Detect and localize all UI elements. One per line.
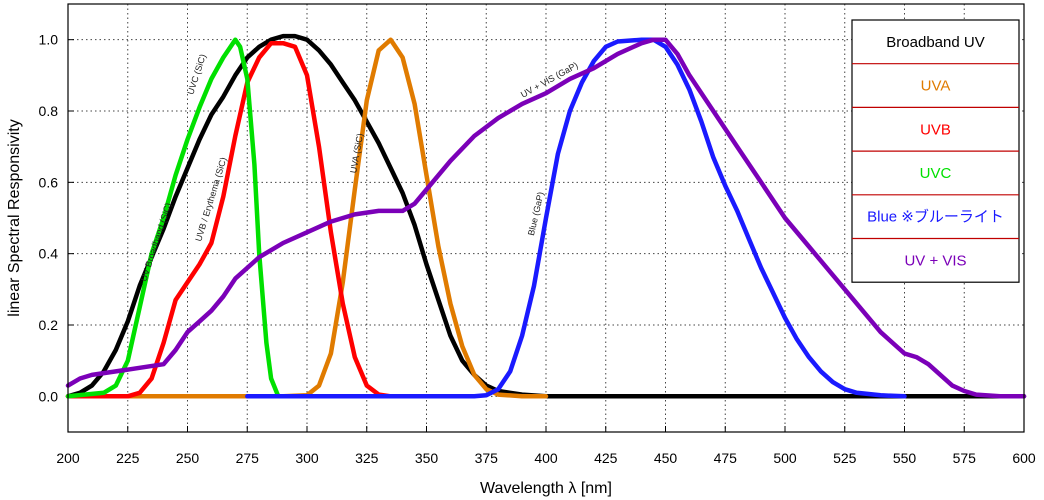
- legend-entry: Broadband UV: [886, 34, 984, 51]
- y-tick-label: 1.0: [39, 32, 59, 48]
- y-tick-label: 0.0: [39, 388, 59, 404]
- x-tick-label: 425: [594, 450, 618, 466]
- series-line-2: [65, 40, 405, 399]
- x-tick-label: 225: [116, 450, 140, 466]
- x-tick-label: 550: [893, 450, 917, 466]
- x-tick-label: 250: [176, 450, 200, 466]
- x-tick-label: 400: [534, 450, 558, 466]
- x-tick-label: 300: [295, 450, 319, 466]
- x-axis-title: Wavelength λ [nm]: [480, 480, 612, 497]
- axes: 200 225 250 275 300 325 350 375 400 425 450 475 500 5…: [39, 32, 1036, 466]
- legend-entry: Blue ※ブルーライト: [867, 208, 1004, 226]
- series-curves: [65, 33, 1027, 399]
- y-tick-label: 0.4: [39, 246, 59, 262]
- series-line-3: [65, 37, 286, 399]
- series-line-4: [245, 37, 907, 399]
- series-line-5: [65, 37, 1027, 399]
- y-tick-label: 0.6: [39, 174, 59, 190]
- legend: Broadband UV UVA UVB UVC Blue ※ブルーライト UV + VI…: [851, 19, 1020, 283]
- legend-entry: UV + VIS: [904, 252, 966, 269]
- legend-entry: UVA: [921, 78, 951, 95]
- y-tick-label: 0.8: [39, 103, 59, 119]
- x-tick-label: 600: [1012, 450, 1036, 466]
- x-tick-label: 325: [355, 450, 379, 466]
- x-tick-label: 575: [953, 450, 977, 466]
- x-tick-label: 475: [714, 450, 738, 466]
- x-tick-label: 275: [236, 450, 260, 466]
- legend-entry: UVB: [920, 121, 951, 138]
- x-tick-label: 450: [654, 450, 678, 466]
- y-tick-label: 0.2: [39, 317, 59, 333]
- x-tick-label: 350: [415, 450, 439, 466]
- x-tick-label: 525: [833, 450, 857, 466]
- legend-entry: UVC: [920, 165, 952, 182]
- plot-frame: [67, 3, 1025, 433]
- x-tick-label: 375: [475, 450, 499, 466]
- y-axis-title: linear Spectral Responsivity: [6, 119, 23, 316]
- series-line-1: [65, 37, 549, 399]
- x-tick-label: 500: [773, 450, 797, 466]
- x-tick-label: 200: [56, 450, 80, 466]
